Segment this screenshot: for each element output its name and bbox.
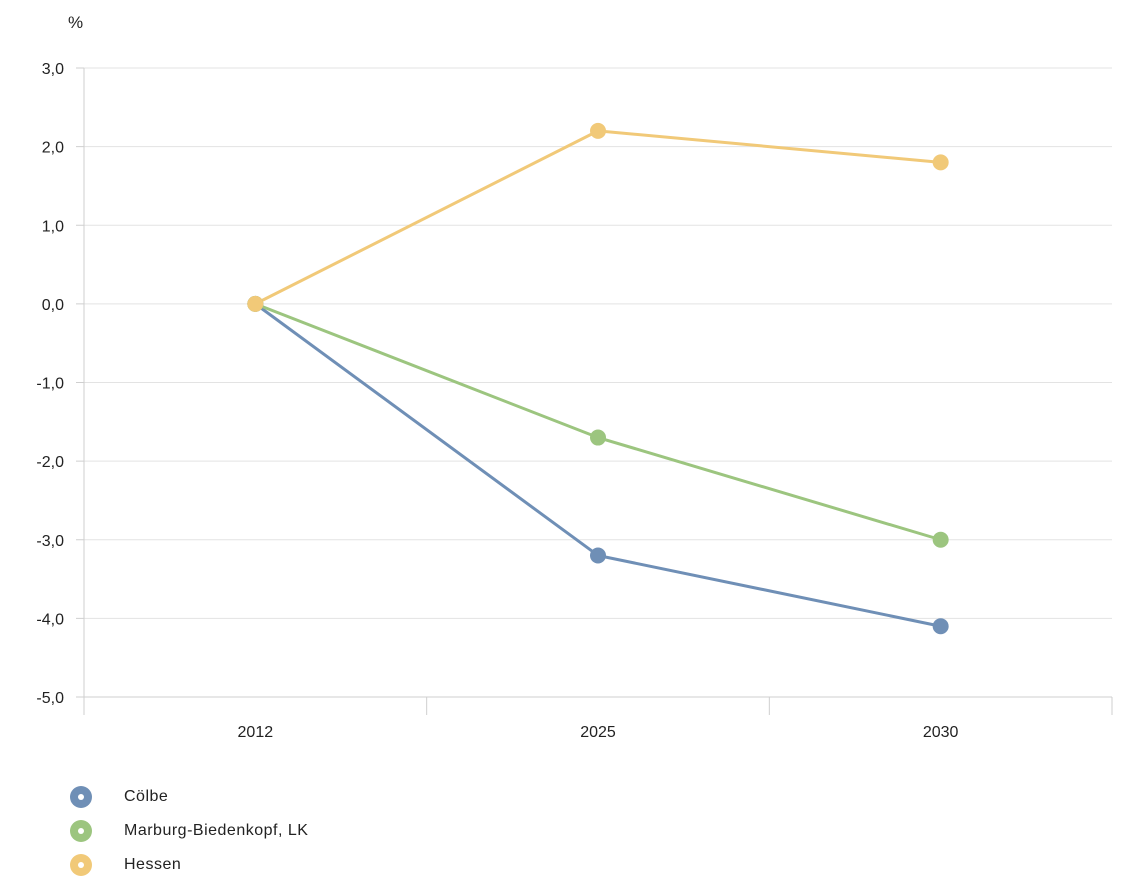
legend-marker-icon bbox=[70, 854, 92, 876]
y-axis-unit: % bbox=[68, 13, 83, 32]
x-tick-label: 2025 bbox=[580, 724, 616, 741]
series-lines bbox=[247, 122, 949, 635]
y-tick-label: -1,0 bbox=[36, 376, 64, 393]
gridlines bbox=[84, 67, 1112, 619]
y-tick-label: -5,0 bbox=[36, 690, 64, 707]
data-point[interactable] bbox=[932, 531, 949, 548]
legend-item[interactable]: Cölbe bbox=[70, 780, 308, 814]
x-tick-label: 2012 bbox=[238, 724, 274, 741]
data-point[interactable] bbox=[590, 429, 606, 446]
y-tick-label: 3,0 bbox=[42, 61, 64, 78]
x-tick-label: 2030 bbox=[923, 724, 959, 741]
data-point[interactable] bbox=[932, 154, 949, 171]
y-tick-label: 2,0 bbox=[42, 140, 64, 157]
series-line bbox=[253, 302, 943, 542]
line-chart: % 3,0 2,0 1,0 0,0 -1,0 -2,0 -3,0 -4,0 -5,0 2012 20… bbox=[36, 13, 1113, 741]
data-point[interactable] bbox=[247, 295, 264, 312]
legend-marker-icon bbox=[70, 786, 92, 808]
data-point[interactable] bbox=[932, 618, 949, 635]
y-tick-label: -3,0 bbox=[36, 533, 64, 550]
data-point[interactable] bbox=[590, 547, 606, 564]
legend-label: Cölbe bbox=[124, 788, 169, 805]
y-tick-label: -2,0 bbox=[36, 454, 64, 471]
legend-marker-icon bbox=[70, 820, 92, 842]
y-tick-label: 0,0 bbox=[42, 297, 64, 314]
legend-item[interactable]: Hessen bbox=[70, 848, 308, 882]
legend-item[interactable]: Marburg-Biedenkopf, LK bbox=[70, 814, 308, 848]
series-line bbox=[253, 129, 943, 306]
y-tick-label: 1,0 bbox=[42, 218, 64, 235]
series-line bbox=[253, 302, 943, 628]
legend-label: Marburg-Biedenkopf, LK bbox=[124, 822, 309, 839]
legend: Cölbe Marburg-Biedenkopf, LK Hessen bbox=[70, 780, 308, 882]
y-tick-label: -4,0 bbox=[36, 611, 64, 628]
legend-label: Hessen bbox=[124, 856, 182, 873]
axes: 3,0 2,0 1,0 0,0 -1,0 -2,0 -3,0 -4,0 -5,0 2012 2025… bbox=[36, 61, 1113, 741]
data-point[interactable] bbox=[590, 122, 606, 139]
